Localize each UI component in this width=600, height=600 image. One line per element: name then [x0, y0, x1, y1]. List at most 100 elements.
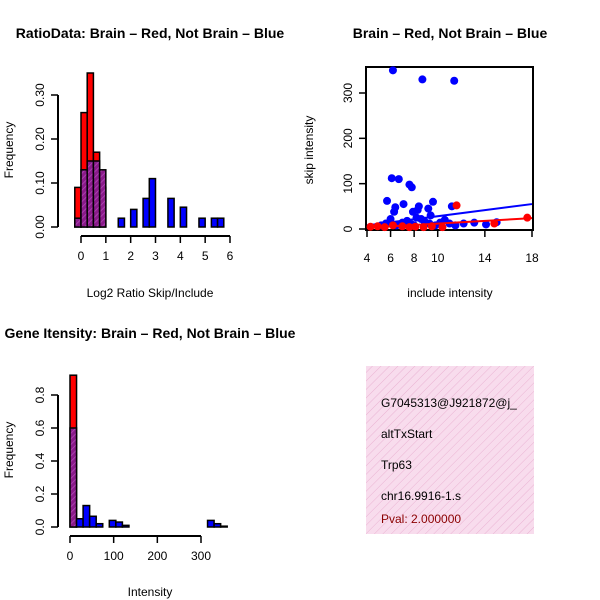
info-panel: G7045313@J921872@j_ altTxStart Trp63 chr… [366, 366, 534, 534]
scatter-brain-trend-line [366, 217, 533, 229]
location-text: chr16.9916-1.s [381, 489, 461, 503]
intensity-histogram: Gene Itensity: Brain – Red, Not Brain – … [2, 325, 296, 599]
scatter-x-label: include intensity [407, 286, 492, 300]
ratio-x-tick-label: 6 [227, 249, 234, 263]
scatter-y-tick-label: 0 [341, 225, 355, 232]
ratio-notbrain-bar [210, 217, 219, 228]
ratio-x-tick-label: 4 [177, 249, 184, 263]
ratio-y-tick-label: 0.10 [33, 171, 47, 195]
intensity-y-tick-label: 0.6 [33, 419, 47, 436]
ratio-histogram: RatioData: Brain – Red, Not Brain – Blue… [2, 25, 284, 300]
probe-id-text: G7045313@J921872@j_ [381, 396, 517, 410]
intensity-bars [69, 374, 228, 528]
ratio-notbrain-bar [117, 217, 126, 228]
scatter-notbrain-point [424, 204, 433, 213]
scatter-notbrain-point [414, 202, 423, 211]
scatter-marks [366, 66, 533, 232]
intensity-notbrain-bar [206, 519, 215, 528]
intensity-x-tick-label: 0 [67, 549, 74, 563]
scatter-notbrain-point [394, 175, 403, 184]
info-panel-background [366, 366, 534, 534]
scatter-x-tick-label: 8 [411, 251, 418, 265]
intensity-x-tick-label: 300 [191, 549, 211, 563]
scatter-brain-point [490, 219, 499, 228]
scatter-plot-frame [365, 66, 534, 231]
intensity-x-tick-label: 200 [147, 549, 167, 563]
intensity-notbrain-bar [121, 524, 130, 528]
ratio-x-tick-label: 1 [102, 249, 109, 263]
scatter-x-tick-label: 18 [525, 251, 539, 265]
intensity-notbrain-bar [88, 515, 97, 528]
scatter-notbrain-point [407, 183, 416, 192]
intensity-y-tick-label: 0.4 [33, 452, 47, 469]
intensity-x-label: Intensity [128, 585, 173, 599]
ratio-notbrain-bar [142, 197, 151, 228]
intensity-notbrain-bar [75, 518, 84, 528]
scatter-notbrain-point [429, 197, 437, 206]
scatter-x-tick-label: 6 [387, 251, 394, 265]
scatter-notbrain-point [470, 218, 479, 227]
ratio-overlap-bar [86, 160, 95, 228]
scatter-notbrain-point [418, 75, 427, 84]
pval-text: Pval: 2.000000 [381, 512, 461, 526]
intensity-notbrain-bar [213, 522, 222, 528]
scatter-x-tick-label: 10 [431, 251, 445, 265]
scatter-notbrain-point [390, 207, 399, 216]
scatter-notbrain-point [450, 76, 459, 85]
ratio-x-tick-label: 3 [152, 249, 159, 263]
intensity-notbrain-bar [219, 525, 228, 528]
gene-name-text: Trp63 [381, 458, 412, 472]
ratio-notbrain-bar [148, 177, 157, 228]
ratio-x-label: Log2 Ratio Skip/Include [87, 286, 214, 300]
scatter-y-tick-label: 300 [341, 83, 355, 103]
ratio-notbrain-bar [198, 217, 206, 228]
event-type-text: altTxStart [381, 427, 433, 441]
ratio-notbrain-bar [216, 217, 225, 228]
intensity-y-tick-label: 0.0 [33, 518, 47, 535]
ratio-overlap-bar [92, 160, 101, 228]
ratio-x-tick-label: 0 [78, 249, 85, 263]
ratio-overlap-bar [80, 169, 88, 228]
scatter-chart-title: Brain – Red, Not Brain – Blue [353, 25, 548, 41]
scatter-brain-point [438, 223, 447, 232]
scatter-notbrain-point [399, 200, 408, 209]
intensity-scatter: Brain – Red, Not Brain – Blue 4 6 8 10 14 18 0… [302, 25, 547, 300]
scatter-x-tick-label: 4 [364, 251, 371, 265]
ratio-axes: 0 1 2 3 4 5 6 0.00 0.10 0.20 0.30 [33, 83, 234, 263]
scatter-y-tick-label: 200 [341, 128, 355, 148]
intensity-y-tick-label: 0.2 [33, 485, 47, 502]
ratio-notbrain-bar [129, 208, 138, 228]
intensity-notbrain-bar [95, 522, 104, 528]
ratio-overlap-bar [98, 169, 107, 228]
ratio-chart-title: RatioData: Brain – Red, Not Brain – Blue [16, 25, 285, 41]
intensity-axes: 0 100 200 300 0.0 0.2 0.4 0.6 0.8 [33, 386, 211, 563]
ratio-notbrain-bar [179, 206, 188, 228]
scatter-notbrain-point [386, 215, 395, 224]
intensity-notbrain-bar [82, 504, 91, 528]
scatter-brain-point [452, 201, 461, 210]
scatter-notbrain-point [459, 219, 468, 228]
scatter-notbrain-point [387, 174, 396, 183]
intensity-notbrain-bar [115, 521, 124, 528]
ratio-overlap-bar [74, 217, 82, 228]
scatter-axes: 4 6 8 10 14 18 0 100 200 300 [341, 83, 539, 265]
ratio-y-tick-label: 0.30 [33, 83, 47, 107]
ratio-y-label: Frequency [2, 122, 16, 179]
ratio-y-tick-label: 0.00 [33, 215, 47, 239]
intensity-y-label: Frequency [2, 422, 16, 479]
scatter-notbrain-point [388, 66, 397, 75]
intensity-notbrain-bar [108, 519, 117, 528]
intensity-x-tick-label: 100 [104, 549, 124, 563]
ratio-notbrain-bar [167, 197, 175, 228]
scatter-y-tick-label: 100 [341, 173, 355, 193]
ratio-bars [74, 72, 225, 228]
ratio-x-tick-label: 2 [127, 249, 134, 263]
scatter-y-label: skip intensity [302, 116, 316, 185]
intensity-y-tick-label: 0.8 [33, 386, 47, 403]
scatter-notbrain-point [482, 220, 491, 229]
ratio-y-tick-label: 0.20 [33, 127, 47, 151]
intensity-chart-title: Gene Itensity: Brain – Red, Not Brain – … [5, 325, 296, 341]
scatter-notbrain-point [383, 196, 392, 205]
ratio-x-tick-label: 5 [202, 249, 209, 263]
